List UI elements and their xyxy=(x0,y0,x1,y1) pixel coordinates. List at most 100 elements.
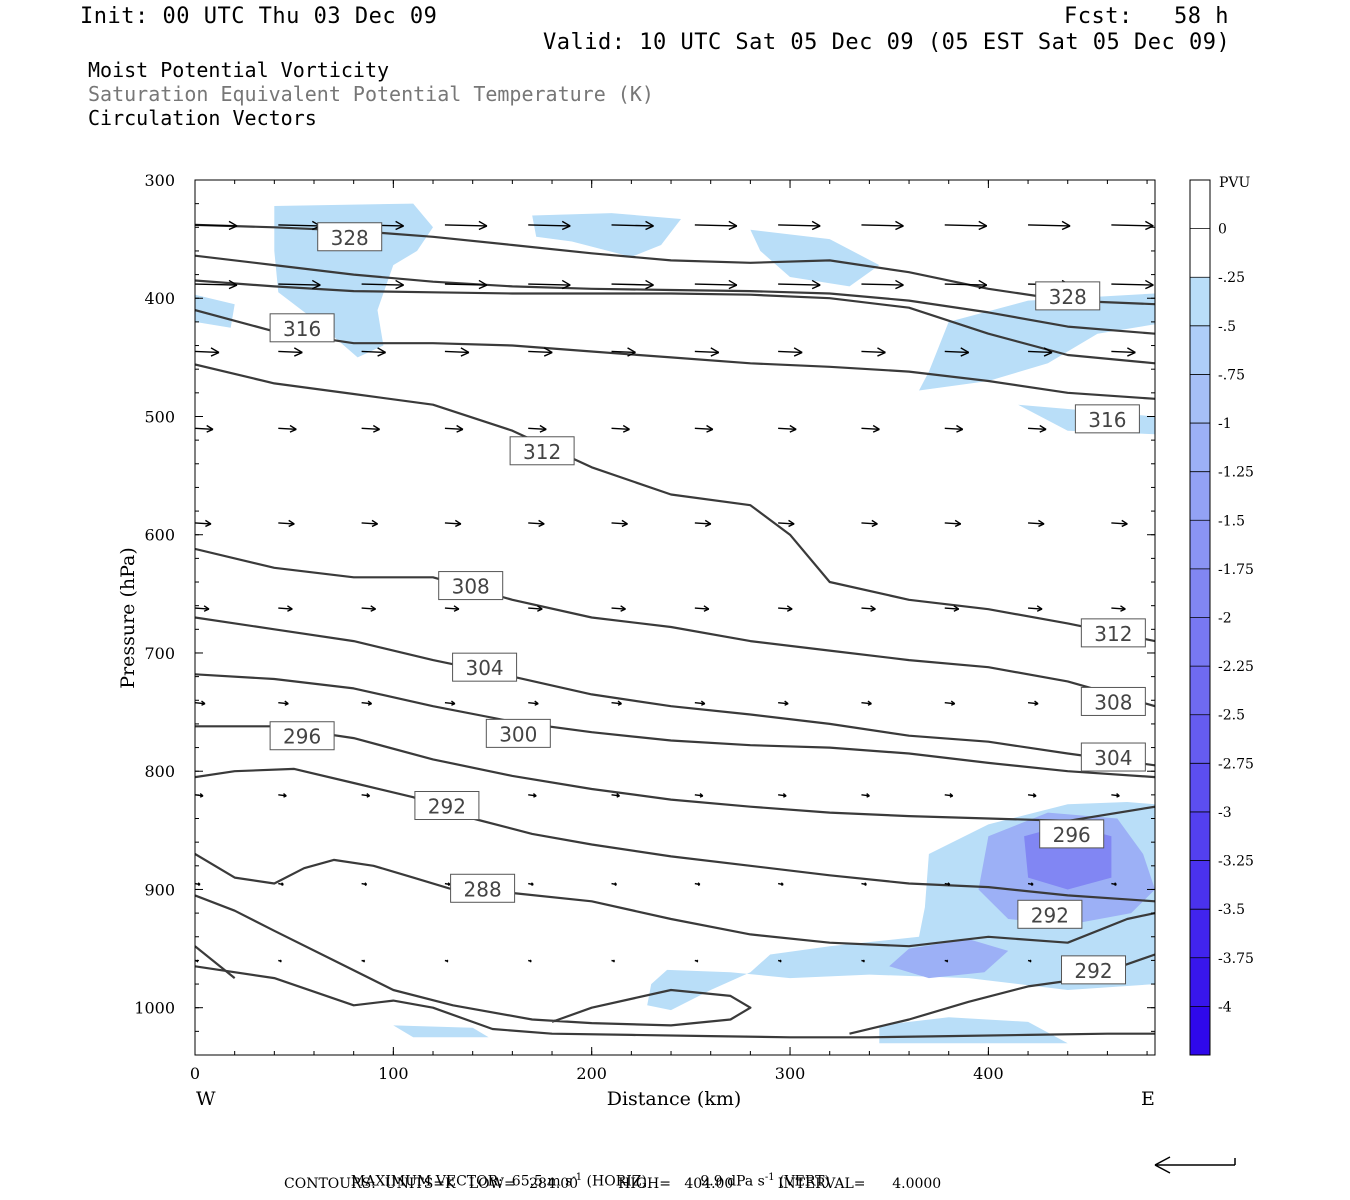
vector-arrow xyxy=(694,220,738,231)
vector-head xyxy=(789,424,797,430)
vector-head xyxy=(978,284,988,290)
x-tick-label: 400 xyxy=(973,1064,1004,1083)
vector-shaft xyxy=(694,224,737,227)
vector-arrow xyxy=(944,605,960,612)
vector-head xyxy=(199,795,204,798)
contour-label-box xyxy=(1074,404,1140,434)
colorbar-label: -2.25 xyxy=(1218,659,1254,675)
contour-label-text: 316 xyxy=(1088,408,1126,432)
vector-arrow xyxy=(278,279,321,290)
init-time: Init: 00 UTC Thu 03 Dec 09 xyxy=(80,4,438,29)
theta-contour-line xyxy=(195,853,1155,948)
vector-head xyxy=(706,428,714,433)
vector-head xyxy=(203,605,210,610)
contour-label: 292 xyxy=(1017,899,1083,929)
vector-arrow xyxy=(528,605,543,612)
vector-shaft xyxy=(694,522,711,525)
vector-arrow xyxy=(694,700,706,706)
vector-head xyxy=(460,347,470,354)
vector-shaft xyxy=(944,427,963,431)
vector-shaft xyxy=(778,701,789,705)
vector-head xyxy=(456,424,464,430)
vector-arrow xyxy=(777,959,782,963)
vector-shaft xyxy=(861,427,880,431)
vector-shaft xyxy=(944,224,987,227)
vector-arrow xyxy=(611,605,626,612)
vector-shaft xyxy=(1028,607,1043,610)
vector-shaft xyxy=(528,350,553,354)
contour-label: 300 xyxy=(485,718,551,748)
vector-shaft xyxy=(361,701,372,705)
vector-head xyxy=(710,351,720,357)
vector-shaft xyxy=(611,522,628,525)
contour-label: 312 xyxy=(509,436,575,466)
vector-head xyxy=(538,523,545,528)
vector-arrow xyxy=(528,793,537,798)
vector-head xyxy=(1061,220,1071,227)
colorbar-swatch xyxy=(1190,860,1210,910)
vector-head xyxy=(283,795,287,798)
vector-head xyxy=(621,519,628,525)
vector-shaft xyxy=(194,224,238,227)
theta-contour-line xyxy=(195,894,752,1027)
max-vector-label: MAXIMUM VECTOR: xyxy=(350,1173,503,1190)
vector-head xyxy=(645,225,654,231)
vector-head xyxy=(872,428,880,433)
vector-shaft xyxy=(1111,522,1128,525)
colorbar-swatch xyxy=(1190,811,1210,861)
vector-arrow xyxy=(778,220,821,231)
vector-head xyxy=(370,608,376,612)
vector-head xyxy=(370,605,376,610)
vector-shaft xyxy=(278,224,321,227)
vector-arrow xyxy=(1111,882,1117,886)
contour-label-text: 316 xyxy=(283,317,321,341)
vector-arrow xyxy=(1028,424,1047,433)
vector-head xyxy=(978,279,988,286)
vector-head xyxy=(210,347,220,354)
contour-label: 328 xyxy=(1035,281,1101,311)
pv-region-light xyxy=(919,293,1155,391)
vector-head xyxy=(537,608,543,612)
vector-arrow xyxy=(861,279,904,290)
vector-arrow xyxy=(278,347,303,357)
contour-label-box xyxy=(269,721,335,751)
forecast-hour: Fcst: 58 h xyxy=(1064,4,1229,29)
vector-arrow xyxy=(194,700,206,706)
vector-head xyxy=(788,519,795,525)
vector-shaft xyxy=(528,522,545,525)
vector-arrow xyxy=(1027,700,1039,706)
vector-arrow xyxy=(361,347,386,357)
contour-label-text: 328 xyxy=(1049,285,1087,309)
vector-arrow xyxy=(1027,959,1032,963)
vector-arrow xyxy=(944,519,962,528)
vector-head xyxy=(1145,225,1154,231)
vector-head xyxy=(478,220,488,227)
vector-head xyxy=(447,883,451,886)
contour-info: CONTOURS: UNITS=K LOW= 284.00 HIGH= 404.… xyxy=(284,1176,942,1192)
vector-head xyxy=(701,702,706,706)
vector-head xyxy=(867,702,872,706)
colorbar-swatch xyxy=(1190,568,1210,618)
vector-head xyxy=(561,225,571,231)
vector-arrow xyxy=(694,519,712,528)
vector-head xyxy=(710,347,720,354)
colorbar-label: -1.25 xyxy=(1218,465,1254,481)
vector-head xyxy=(645,284,654,290)
vector-head xyxy=(456,428,464,433)
field-title-vectors: Circulation Vectors xyxy=(88,106,317,130)
vector-head xyxy=(289,428,297,433)
vector-arrow xyxy=(861,424,880,433)
vector-arrow xyxy=(861,882,867,886)
contour-label-text: 300 xyxy=(499,722,537,746)
vector-head xyxy=(645,279,654,286)
max-vector-text: MAXIMUM VECTOR: 65.5 m s-1 (HORIZ) 9.9 d… xyxy=(342,1156,830,1190)
vector-arrow xyxy=(194,424,214,433)
colorbar-label: -1 xyxy=(1218,416,1232,432)
vector-head xyxy=(871,523,878,528)
vector-shaft xyxy=(444,283,487,286)
vector-arrow xyxy=(278,700,289,706)
vector-shaft xyxy=(944,283,987,286)
vector-head xyxy=(622,424,630,430)
vector-arrow xyxy=(611,424,630,433)
colorbar-label: -.5 xyxy=(1218,319,1236,335)
